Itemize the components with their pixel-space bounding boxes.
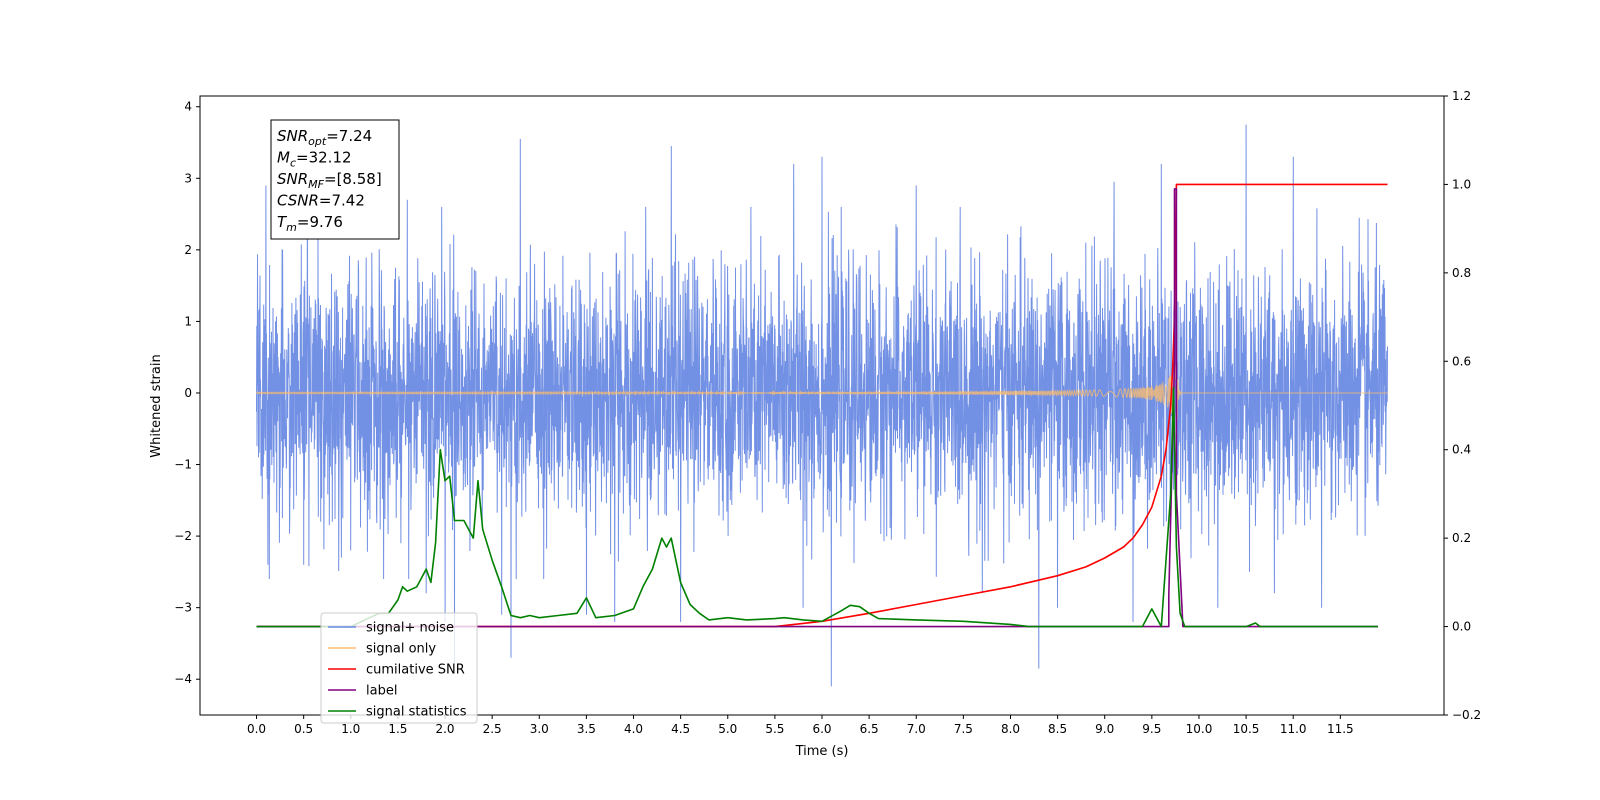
series-signal-statistics bbox=[256, 387, 1378, 628]
x-tick-label: 3.0 bbox=[530, 722, 549, 736]
x-tick-label: 8.0 bbox=[1001, 722, 1020, 736]
y2-tick-label: 0.2 bbox=[1452, 531, 1471, 545]
annotation-line: Mc=32.12 bbox=[277, 149, 352, 170]
x-tick-label: 9.0 bbox=[1095, 722, 1114, 736]
x-tick-label: 11.0 bbox=[1280, 722, 1307, 736]
series-signal-only bbox=[256, 339, 1388, 421]
y-tick-label: −2 bbox=[174, 529, 192, 543]
x-tick-label: 5.5 bbox=[765, 722, 784, 736]
x-tick-label: 0.5 bbox=[294, 722, 313, 736]
legend-entry: signal only bbox=[366, 642, 436, 657]
series-layer bbox=[256, 124, 1388, 687]
y-axis-label: Whitened strain bbox=[149, 354, 164, 457]
y2-tick-label: 0.8 bbox=[1452, 266, 1471, 280]
x-tick-label: 2.0 bbox=[435, 722, 454, 736]
y2-tick-label: 1.2 bbox=[1452, 89, 1471, 103]
annotation-box: SNRopt=7.24Mc=32.12SNRMF=[8.58]CSNR=7.42… bbox=[270, 119, 400, 240]
y-tick-label: −3 bbox=[174, 601, 192, 615]
series-label bbox=[256, 188, 1378, 628]
legend-entry: signal+ noise bbox=[366, 621, 454, 636]
x-tick-label: 7.5 bbox=[954, 722, 973, 736]
x-tick-label: 7.0 bbox=[907, 722, 926, 736]
annotation-line: SNRMF=[8.58] bbox=[277, 170, 382, 191]
x-tick-label: 6.0 bbox=[812, 722, 831, 736]
x-axis-label: Time (s) bbox=[795, 744, 849, 759]
x-tick-label: 6.5 bbox=[860, 722, 879, 736]
x-tick-label: 5.0 bbox=[718, 722, 737, 736]
y2-tick-label: 0.4 bbox=[1452, 443, 1471, 457]
x-tick-label: 4.5 bbox=[671, 722, 690, 736]
y2-tick-label: 0.6 bbox=[1452, 354, 1471, 368]
y-axis-right: 1.2 1.0 0.8 0.6 0.4 0.2 0.0 −0.2 bbox=[1444, 89, 1481, 722]
x-tick-label: 1.0 bbox=[341, 722, 360, 736]
x-tick-label: 8.5 bbox=[1048, 722, 1067, 736]
annotation-line: Tm=9.76 bbox=[277, 213, 343, 234]
y-axis-left: 4 3 2 1 0 −1 −2 −3 −4 bbox=[174, 100, 200, 686]
annotation-line: CSNR=7.42 bbox=[277, 192, 365, 210]
x-tick-label: 0.0 bbox=[247, 722, 266, 736]
y2-tick-label: −0.2 bbox=[1452, 708, 1481, 722]
annotation-line: SNRopt=7.24 bbox=[277, 127, 372, 148]
y-tick-label: 1 bbox=[184, 314, 192, 328]
y-tick-label: 0 bbox=[184, 386, 192, 400]
legend-entry: cumilative SNR bbox=[366, 663, 465, 678]
y-tick-label: −4 bbox=[174, 672, 192, 686]
x-tick-label: 10.0 bbox=[1186, 722, 1213, 736]
x-tick-label: 3.5 bbox=[577, 722, 596, 736]
y-tick-label: 3 bbox=[184, 171, 192, 185]
series-cumulative-snr bbox=[256, 183, 1388, 628]
x-tick-label: 4.0 bbox=[624, 722, 643, 736]
x-tick-label: 10.5 bbox=[1233, 722, 1260, 736]
x-tick-label: 11.5 bbox=[1327, 722, 1354, 736]
y-tick-label: −1 bbox=[174, 458, 192, 472]
legend-entry: signal statistics bbox=[366, 705, 467, 720]
x-tick-label: 1.5 bbox=[388, 722, 407, 736]
x-axis: 0.0 0.5 1.0 1.5 2.0 2.5 3.0 3.5 4.0 4.5 5.0 5.5 6.0 6… bbox=[247, 715, 1354, 736]
series-signal-noise bbox=[256, 124, 1388, 687]
y2-tick-label: 1.0 bbox=[1452, 177, 1471, 191]
legend-entry: label bbox=[366, 684, 397, 699]
y2-tick-label: 0.0 bbox=[1452, 620, 1471, 634]
legend: signal+ noise signal only cumilative SNR la… bbox=[320, 612, 478, 724]
x-tick-label: 2.5 bbox=[483, 722, 502, 736]
x-tick-label: 9.5 bbox=[1142, 722, 1161, 736]
y-tick-label: 2 bbox=[184, 243, 192, 257]
y-tick-label: 4 bbox=[184, 100, 192, 114]
